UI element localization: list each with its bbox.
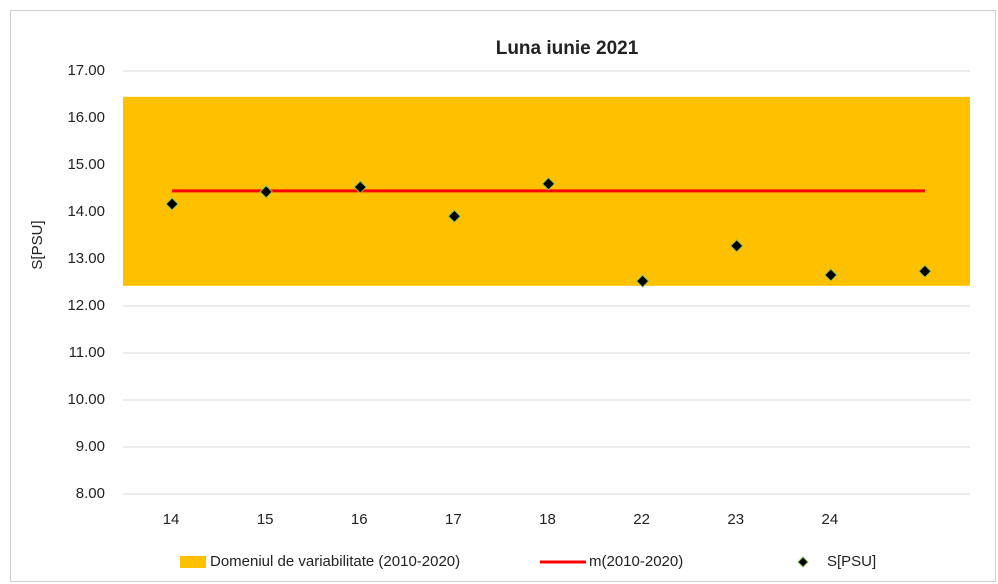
legend-swatch bbox=[180, 556, 206, 568]
legend-label: Domeniul de variabilitate (2010-2020) bbox=[210, 553, 460, 570]
chart-title: Luna iunie 2021 bbox=[496, 38, 639, 59]
y-tick-label: 8.00 bbox=[76, 485, 105, 502]
data-point bbox=[918, 264, 932, 278]
x-tick-label: 14 bbox=[163, 511, 180, 528]
y-tick-label: 13.00 bbox=[67, 250, 105, 267]
x-tick-label: 15 bbox=[257, 511, 274, 528]
y-tick-label: 11.00 bbox=[69, 344, 105, 361]
y-tick-label: 15.00 bbox=[67, 156, 105, 173]
chart-frame bbox=[10, 10, 996, 582]
y-tick-label: 10.00 bbox=[67, 391, 105, 408]
x-tick-label: 22 bbox=[633, 511, 650, 528]
data-point bbox=[730, 239, 744, 253]
data-point bbox=[824, 268, 838, 282]
x-tick-label: 24 bbox=[821, 511, 838, 528]
data-point bbox=[541, 177, 556, 191]
y-axis-label: S[PSU] bbox=[29, 220, 46, 269]
y-tick-label: 12.00 bbox=[67, 297, 105, 314]
x-tick-label: 17 bbox=[445, 511, 462, 528]
data-point bbox=[635, 274, 650, 288]
x-tick-label: 16 bbox=[351, 511, 368, 528]
data-point bbox=[353, 180, 367, 194]
y-tick-label: 16.00 bbox=[67, 109, 105, 126]
x-tick-label: 23 bbox=[727, 511, 744, 528]
data-point bbox=[165, 197, 179, 211]
y-tick-label: 14.00 bbox=[67, 203, 105, 220]
y-tick-label: 17.00 bbox=[67, 62, 105, 79]
legend-label: m(2010-2020) bbox=[589, 553, 683, 570]
data-point bbox=[447, 209, 462, 223]
legend-swatch bbox=[797, 556, 809, 568]
data-point bbox=[259, 185, 273, 199]
legend-label: S[PSU] bbox=[827, 553, 876, 570]
y-tick-label: 9.00 bbox=[76, 438, 105, 455]
x-tick-label: 18 bbox=[539, 511, 556, 528]
